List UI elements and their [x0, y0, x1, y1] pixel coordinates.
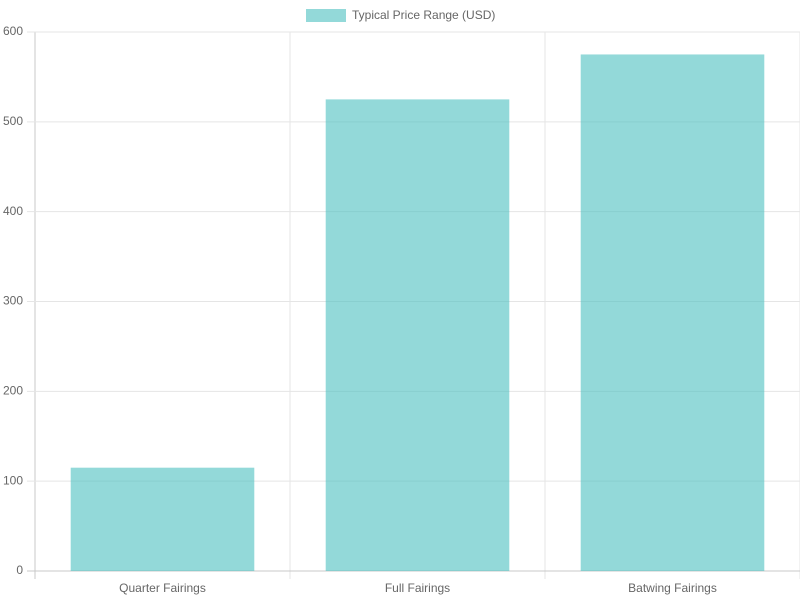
y-tick-label: 500	[3, 114, 23, 128]
bar	[325, 99, 510, 571]
x-tick-label: Quarter Fairings	[119, 581, 206, 595]
y-tick-label: 600	[3, 24, 23, 38]
bar	[580, 54, 765, 572]
bar	[70, 467, 255, 571]
legend-label[interactable]: Typical Price Range (USD)	[352, 8, 495, 22]
y-tick-label: 200	[3, 384, 23, 398]
y-tick-label: 0	[16, 563, 23, 577]
y-tick-label: 300	[3, 294, 23, 308]
legend-swatch[interactable]	[306, 9, 346, 22]
x-tick-label: Full Fairings	[385, 581, 450, 595]
y-tick-label: 100	[3, 473, 23, 487]
x-tick-label: Batwing Fairings	[628, 581, 717, 595]
y-tick-label: 400	[3, 204, 23, 218]
